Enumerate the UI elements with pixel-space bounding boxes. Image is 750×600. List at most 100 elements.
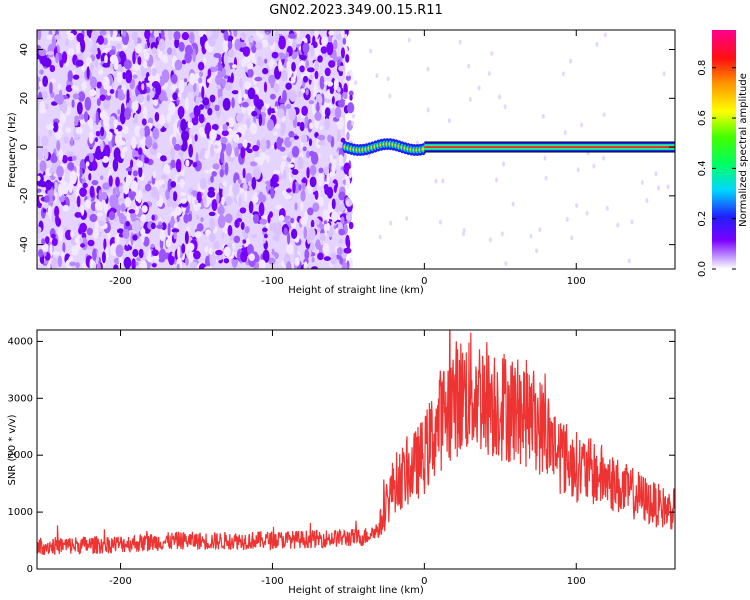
noise-cell	[80, 204, 85, 216]
noise-cell	[208, 232, 216, 243]
noise-cell	[104, 54, 108, 64]
noise-cell	[308, 75, 314, 81]
noise-cell	[296, 122, 301, 127]
noise-cell	[270, 77, 275, 89]
noise-cell	[169, 188, 174, 202]
speckle-cell	[498, 94, 502, 100]
noise-cell	[224, 213, 233, 224]
noise-cell	[326, 209, 330, 222]
noise-cell	[171, 228, 180, 233]
speckle-cell	[603, 32, 607, 38]
noise-cell	[150, 222, 156, 230]
speckle-cell	[640, 180, 644, 186]
noise-cell	[288, 106, 297, 121]
speckle-cell	[487, 71, 491, 77]
speckle-cell	[441, 178, 445, 184]
noise-cell	[183, 213, 189, 224]
noise-cell	[118, 212, 125, 220]
noise-cell	[122, 229, 130, 239]
noise-cell	[286, 188, 292, 193]
speckle-cell	[666, 184, 670, 190]
noise-cell	[166, 112, 172, 123]
noise-cell	[101, 155, 110, 164]
noise-cell	[299, 121, 305, 132]
noise-cell	[298, 184, 302, 191]
noise-cell	[308, 138, 313, 147]
noise-cell	[327, 81, 334, 87]
noise-cell	[345, 54, 350, 63]
trace-cell	[421, 147, 425, 151]
noise-cell	[79, 38, 86, 53]
noise-cell	[258, 32, 264, 40]
noise-cell	[274, 31, 280, 44]
noise-cell	[74, 115, 80, 124]
noise-cell	[116, 205, 121, 217]
noise-cell	[174, 59, 183, 71]
speckle-cell	[462, 227, 466, 233]
noise-cell	[304, 248, 310, 261]
noise-cell	[301, 105, 308, 116]
noise-cell	[198, 127, 205, 136]
noise-cell	[272, 169, 281, 175]
noise-cell	[144, 183, 152, 192]
noise-cell	[280, 128, 285, 137]
y-tick-label: 0	[27, 564, 33, 575]
noise-cell	[248, 201, 254, 214]
noise-cell	[227, 225, 233, 237]
noise-cell	[37, 249, 44, 258]
noise-cell	[178, 150, 184, 157]
noise-cell	[328, 35, 333, 43]
noise-cell	[348, 168, 353, 179]
noise-cell	[67, 32, 75, 41]
noise-cell	[231, 90, 239, 95]
noise-cell	[270, 186, 275, 199]
noise-cell	[225, 142, 232, 157]
noise-cell	[95, 111, 99, 126]
noise-cell	[108, 210, 116, 221]
noise-cell	[300, 189, 306, 202]
noise-cell	[151, 214, 155, 221]
noise-cell	[306, 167, 310, 179]
noise-cell	[319, 126, 323, 131]
noise-cell	[252, 145, 260, 152]
noise-cell	[37, 226, 42, 233]
noise-cell	[158, 114, 166, 125]
noise-cell	[174, 206, 182, 216]
noise-cell	[327, 134, 332, 143]
noise-cell	[264, 30, 270, 33]
noise-cell	[65, 84, 73, 93]
noise-cell	[315, 239, 321, 250]
noise-cell	[242, 168, 246, 179]
noise-cell	[294, 260, 300, 266]
speckle-cell	[426, 66, 430, 72]
noise-cell	[110, 30, 114, 38]
noise-cell	[222, 123, 228, 131]
noise-cell	[193, 105, 201, 118]
noise-cell	[221, 130, 229, 137]
noise-cell	[232, 182, 240, 196]
noise-cell	[218, 183, 224, 189]
noise-cell	[188, 143, 194, 158]
noise-cell	[215, 74, 223, 86]
snr-line	[37, 330, 675, 555]
noise-cell	[49, 81, 53, 95]
noise-cell	[123, 182, 130, 195]
noise-cell	[37, 149, 44, 161]
noise-cell	[123, 59, 132, 70]
noise-cell	[63, 135, 69, 144]
noise-cell	[96, 81, 102, 89]
noise-cell	[142, 106, 148, 119]
noise-cell	[299, 65, 305, 73]
noise-cell	[338, 154, 344, 165]
noise-cell	[320, 46, 328, 54]
noise-cell	[208, 35, 216, 48]
noise-cell	[319, 232, 326, 242]
noise-cell	[278, 35, 286, 50]
noise-cell	[88, 152, 94, 163]
noise-cell	[240, 221, 245, 231]
noise-cell	[231, 64, 238, 69]
noise-cell	[141, 83, 145, 91]
noise-cell	[211, 199, 218, 211]
noise-cell	[273, 82, 280, 93]
noise-cell	[71, 85, 78, 90]
